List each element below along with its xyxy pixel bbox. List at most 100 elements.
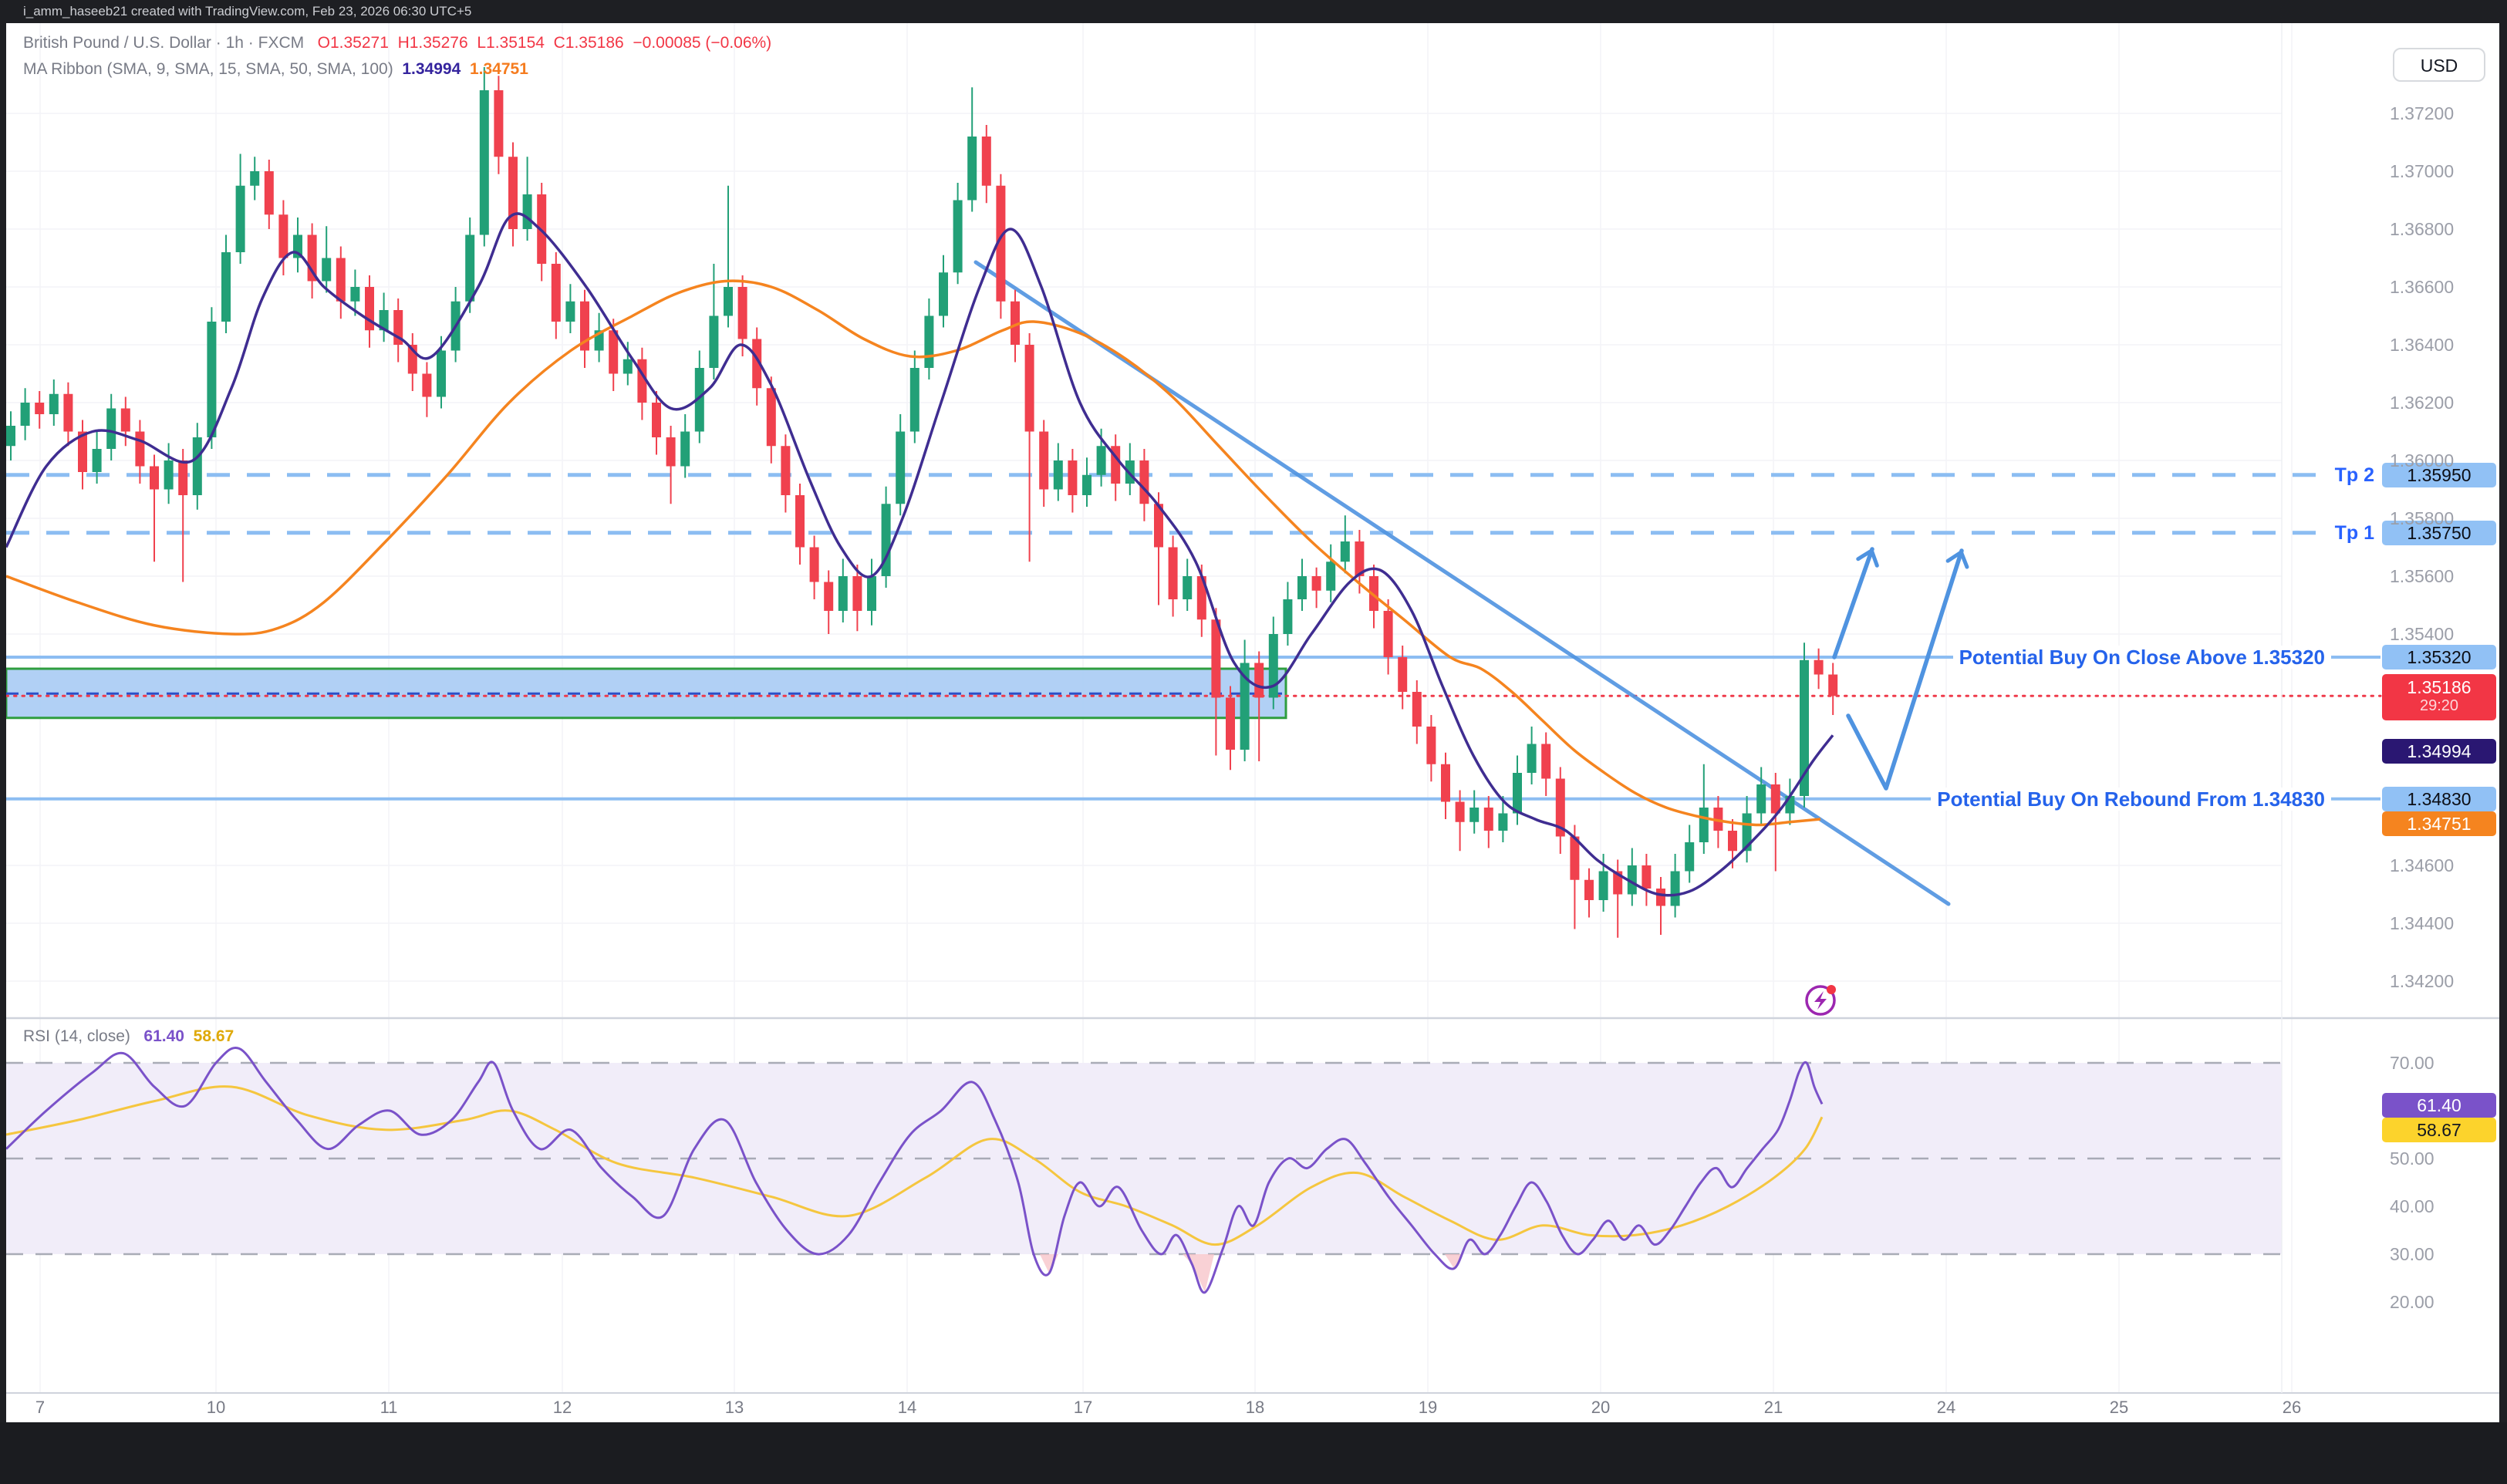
buy-rebound-price-badge: 1.34830: [2382, 787, 2496, 811]
ohlc-high: 1.35276: [409, 34, 468, 52]
ohlc-change: −0.00085 (−0.06%): [633, 34, 772, 52]
candle-body: [981, 137, 991, 186]
candle-body: [724, 287, 733, 316]
ohlc-low-label: L: [477, 34, 487, 52]
candle-body: [680, 431, 690, 467]
price-tick: 1.35400: [2390, 624, 2455, 644]
candle-body: [1412, 692, 1422, 727]
ohlc-high-label: H: [397, 34, 410, 52]
tp2-price-badge: 1.35950: [2382, 463, 2496, 487]
time-tick: 10: [206, 1398, 226, 1417]
price-tick: 1.36600: [2390, 277, 2455, 297]
notification-dot: [1827, 985, 1836, 994]
price-tick: 1.37000: [2390, 161, 2455, 181]
projection-arrow: [1832, 547, 1879, 659]
candle-body: [1756, 784, 1766, 814]
candle-body: [1053, 460, 1063, 490]
candle-body: [221, 252, 231, 322]
candle-body: [1642, 865, 1652, 889]
time-tick: 19: [1418, 1398, 1438, 1417]
candle-body: [49, 393, 59, 414]
chart-canvas[interactable]: [6, 23, 2499, 1422]
candle-body: [150, 466, 159, 490]
candle-body: [1082, 474, 1092, 495]
right-dark-edge: [2499, 23, 2507, 1422]
time-tick: 13: [724, 1398, 744, 1417]
candle-body: [135, 431, 145, 467]
price-tick: 1.35800: [2390, 508, 2455, 528]
candle-body: [1154, 504, 1163, 548]
candle-body: [1254, 663, 1264, 698]
tp1-label[interactable]: Tp 1: [2225, 521, 2379, 545]
ohlc-close: 1.35186: [565, 34, 624, 52]
candle-body: [1355, 541, 1365, 576]
time-tick: 25: [2109, 1398, 2129, 1417]
price-tick: 1.35600: [2390, 566, 2455, 586]
candle-body: [1024, 345, 1034, 432]
candle-body: [652, 403, 661, 437]
candle-body: [1498, 813, 1508, 831]
sma50-line: [6, 212, 1834, 897]
tp2-label[interactable]: Tp 2: [2225, 463, 2379, 487]
currency-button[interactable]: USD: [2393, 48, 2485, 82]
left-dark-edge: [0, 23, 6, 1422]
buy-close-annotation[interactable]: Potential Buy On Close Above 1.35320: [1637, 645, 2331, 669]
candle-body: [580, 301, 589, 351]
candle-body: [422, 373, 432, 397]
rsi-ma-line: [6, 1085, 1824, 1246]
time-tick: 18: [1245, 1398, 1265, 1417]
candle-body: [1196, 576, 1206, 620]
candle-body: [379, 310, 389, 331]
flash-bolt-icon: [1814, 991, 1827, 1010]
candle-body: [20, 403, 30, 426]
ohlc-low: 1.35154: [486, 34, 545, 52]
time-tick: 12: [552, 1398, 572, 1417]
rsi-line: [6, 1047, 1824, 1294]
candle-body: [192, 437, 202, 495]
ma-ribbon-header[interactable]: MA Ribbon (SMA, 9, SMA, 15, SMA, 50, SMA…: [23, 60, 528, 79]
price-tick: 1.37200: [2390, 103, 2455, 123]
price-tick: 1.34600: [2390, 855, 2455, 875]
candle-body: [1426, 727, 1436, 764]
symbol-header[interactable]: British Pound / U.S. Dollar · 1h · FXCM …: [23, 34, 771, 52]
candle-body: [737, 287, 747, 339]
rsi-ma-value: 58.67: [193, 1027, 235, 1045]
candle-body: [1685, 842, 1695, 872]
buy-rebound-annotation[interactable]: Potential Buy On Rebound From 1.34830: [1637, 787, 2331, 811]
rsi-band: [6, 1063, 2282, 1254]
candle-body: [623, 359, 633, 374]
candle-body: [1240, 663, 1250, 750]
candle-body: [164, 460, 174, 490]
candle-body: [852, 576, 862, 611]
price-tick: 1.34200: [2390, 971, 2455, 991]
candle-body: [92, 449, 102, 472]
candle-body: [235, 185, 245, 252]
sma100-price-badge: 1.34751: [2382, 811, 2496, 836]
sma100-line: [6, 279, 1821, 827]
candle-body: [609, 330, 619, 374]
candle-body: [838, 576, 848, 611]
candle-body: [909, 368, 919, 432]
candle-body: [1383, 611, 1393, 657]
price-tick: 1.34400: [2390, 913, 2455, 933]
candle-body: [752, 339, 762, 389]
candle-body: [322, 258, 332, 282]
candle-body: [809, 547, 819, 582]
attribution-text: i_amm_haseeb21 created with TradingView.…: [23, 4, 472, 19]
ohlc-open-label: O: [317, 34, 330, 52]
rsi-tick: 20.00: [2390, 1292, 2434, 1312]
candle-body: [1096, 446, 1106, 475]
ma-ribbon-label: MA Ribbon (SMA, 9, SMA, 15, SMA, 50, SMA…: [23, 60, 393, 78]
candle-body: [551, 264, 561, 322]
ohlc-open: 1.35271: [329, 34, 389, 52]
candle-body: [1728, 831, 1737, 852]
rsi-header[interactable]: RSI (14, close) 61.40 58.67: [23, 1027, 234, 1046]
candle-body: [967, 137, 977, 201]
candle-body: [6, 426, 15, 447]
candle-body: [522, 194, 532, 229]
candle-body: [1211, 619, 1221, 698]
candle-body: [1068, 460, 1078, 495]
candle-body: [1555, 778, 1565, 837]
candle-body: [1656, 889, 1665, 906]
candle-body: [1441, 764, 1450, 802]
